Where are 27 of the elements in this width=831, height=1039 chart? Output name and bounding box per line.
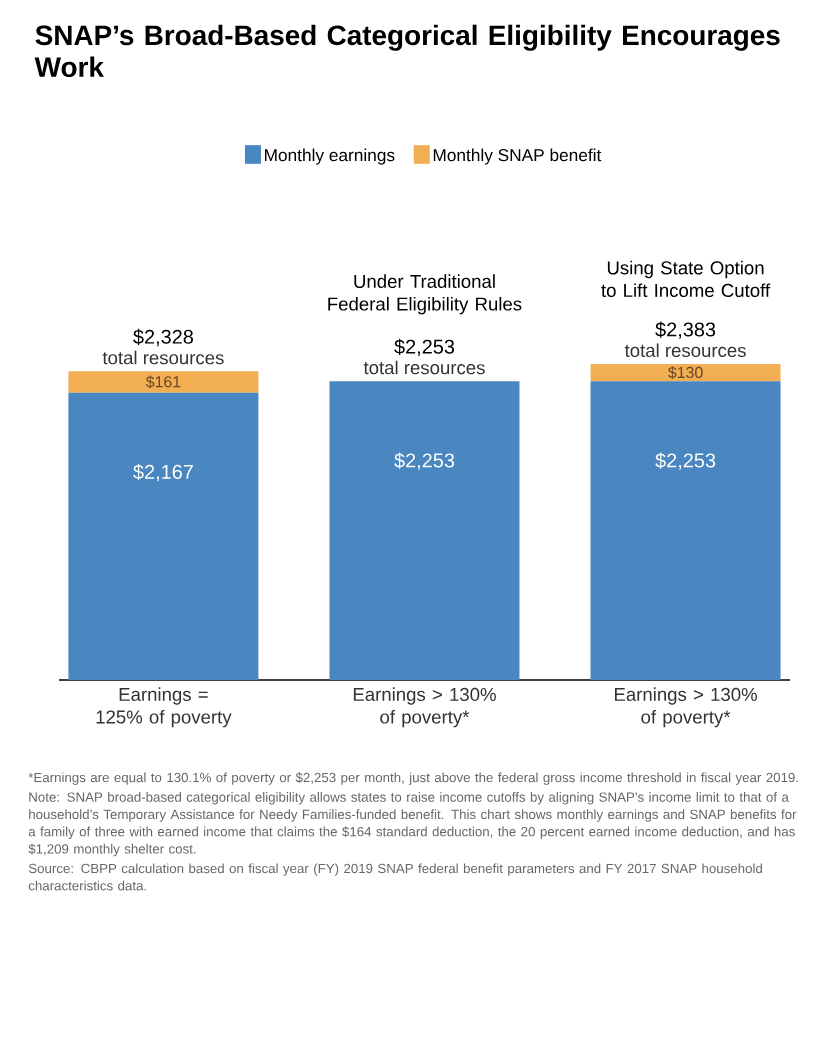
- bar: [68, 392, 259, 680]
- legend-label: Monthly SNAP benefit: [433, 148, 602, 165]
- annotation: total resources: [363, 360, 485, 375]
- bar: [590, 381, 781, 680]
- annotation: total resources: [102, 350, 224, 365]
- total-label: $2,383: [655, 321, 716, 339]
- data-label: $2,253: [394, 452, 455, 470]
- source-note: Source: CBPP calculation based on fiscal year (FY) 2019 SNAP federal benefit parameters and FY 2017 SNAP household characteristics data.: [28, 863, 762, 891]
- data-label: $2,167: [133, 463, 193, 482]
- data-label: $161: [145, 375, 181, 389]
- text: Under Traditional Federal Eligibility Rules: [328, 274, 522, 315]
- text: Using State Option to Lift Income Cutoff: [601, 260, 771, 298]
- legend-label: Monthly earnings: [265, 148, 395, 165]
- text: total resources: [624, 343, 746, 358]
- bar: [329, 381, 520, 680]
- data-label: $2,253: [655, 452, 716, 470]
- text: Note: SNAP broad-based categorical eligibility allows states to raise income cutoffs by aligning SNAP’s income limit to that of a household’s Temporary Assistance for Needy Families-funded benefit. This chart shows monthly earnings and SNAP benefits for a family of three with earned income that claims the $164 standard deduction, the 20 percent earned income deduction, and has $1,209 monthly shelter cost.: [28, 792, 797, 857]
- data-label: $130: [667, 366, 703, 380]
- text: *Earnings are equal to 130.1% of poverty or $2,253 per month, just above the federal gross income threshold in fiscal year 2019.: [28, 772, 798, 785]
- bar: [590, 363, 781, 382]
- bar: [68, 371, 259, 393]
- x-tick-label: Earnings > 130% of poverty*: [353, 687, 496, 728]
- chart-title: SNAP’s Broad-Based Categorical Eligibility Encourages Work: [34, 24, 780, 78]
- total-label: $2,253: [394, 338, 455, 357]
- x-tick-label: Earnings > 130% of poverty*: [614, 687, 757, 728]
- total-label: $2,328: [133, 328, 193, 347]
- x-tick-label: Earnings = 125% of poverty: [96, 687, 232, 728]
